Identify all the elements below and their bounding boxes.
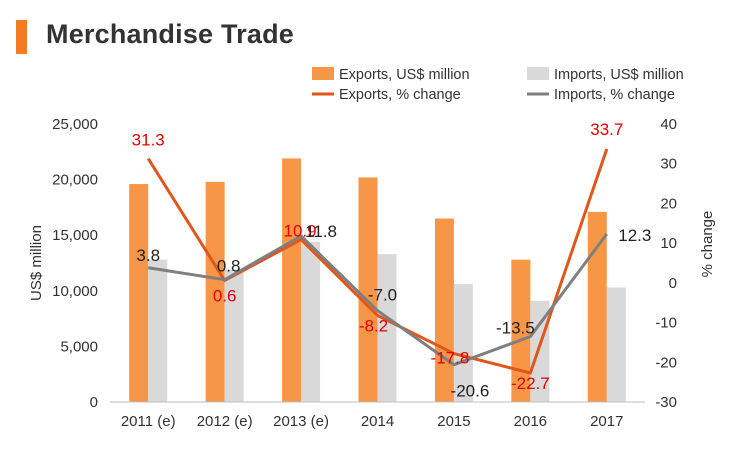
- y2-axis-label: % change: [699, 211, 716, 278]
- y2-tick-label: -20: [655, 354, 677, 371]
- bar-exports: [434, 218, 454, 402]
- data-label-imports: -20.6: [451, 382, 490, 401]
- x-tick-label: 2015: [437, 413, 470, 430]
- bar-imports: [453, 284, 473, 402]
- data-label-imports: 11.8: [305, 222, 337, 241]
- y2-tick-label: 10: [660, 235, 677, 252]
- page-title: Merchandise Trade: [46, 19, 294, 49]
- legend-imports-line-label: Imports, % change: [554, 87, 675, 103]
- bar-exports: [205, 181, 225, 402]
- data-label-imports: 12.3: [618, 226, 651, 245]
- data-label-exports: -8.2: [359, 316, 388, 335]
- bar-exports: [587, 211, 607, 402]
- y-axis-label: US$ million: [28, 225, 45, 301]
- y2-tick-label: 0: [669, 275, 677, 292]
- legend-exports-line-label: Exports, % change: [339, 87, 461, 103]
- bar-imports: [224, 269, 244, 402]
- y-tick-label: 15,000: [52, 227, 98, 244]
- y-tick-label: 25,000: [52, 116, 98, 133]
- data-label-imports: -7.0: [368, 286, 397, 305]
- y-tick-label: 0: [90, 394, 98, 411]
- legend-imports-bar-swatch: [527, 67, 549, 80]
- y-tick-label: 5,000: [60, 338, 98, 355]
- y2-tick-label: 40: [660, 116, 677, 133]
- x-tick-label: 2017: [590, 413, 623, 430]
- data-label-exports: -17.8: [431, 349, 470, 368]
- x-tick-label: 2011 (e): [121, 413, 176, 430]
- bar-exports: [129, 184, 149, 402]
- data-label-imports: -13.5: [496, 318, 535, 337]
- y2-tick-label: -30: [655, 394, 677, 411]
- y2-tick-label: 30: [660, 156, 677, 173]
- bar-exports: [511, 259, 531, 402]
- legend-exports-bar-swatch: [312, 67, 334, 80]
- y-tick-label: 20,000: [52, 172, 98, 189]
- bar-imports: [301, 241, 321, 402]
- bar-exports: [282, 158, 302, 402]
- data-label-exports: -22.7: [511, 374, 550, 393]
- title-accent-bar: [16, 20, 27, 54]
- y2-tick-label: -10: [655, 315, 677, 332]
- x-tick-label: 2013 (e): [273, 413, 329, 430]
- x-tick-label: 2012 (e): [197, 413, 253, 430]
- x-tick-label: 2016: [514, 413, 547, 430]
- y2-tick-label: 20: [660, 195, 677, 212]
- line-imports-pct: [147, 233, 608, 367]
- bar-imports: [530, 300, 550, 402]
- bar-exports: [358, 177, 378, 402]
- legend-exports-bar-label: Exports, US$ million: [339, 67, 470, 83]
- x-tick-label: 2014: [361, 413, 394, 430]
- data-label-imports: 3.8: [136, 246, 160, 265]
- bar-imports: [606, 287, 626, 402]
- legend-imports-bar-label: Imports, US$ million: [554, 67, 684, 83]
- data-label-exports: 31.3: [132, 131, 165, 150]
- data-label-exports: 0.6: [213, 286, 237, 305]
- data-label-exports: 33.7: [590, 120, 623, 139]
- data-label-exports: 10.9: [284, 222, 317, 241]
- data-label-imports: 0.8: [217, 257, 241, 276]
- bar-imports: [377, 254, 397, 402]
- y-tick-label: 10,000: [52, 283, 98, 300]
- bar-imports: [148, 259, 168, 402]
